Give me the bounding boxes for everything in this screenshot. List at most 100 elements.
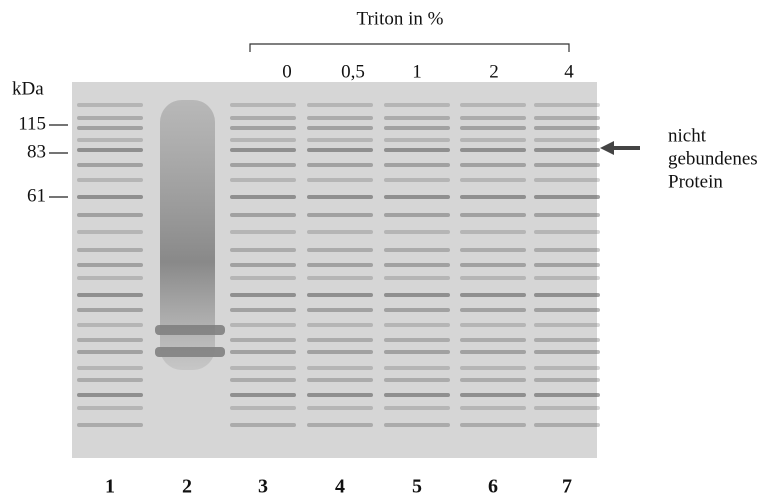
band <box>460 126 526 130</box>
band <box>230 323 296 327</box>
band <box>534 178 600 182</box>
band <box>384 406 450 410</box>
band <box>534 163 600 167</box>
band <box>534 103 600 107</box>
band <box>384 148 450 152</box>
band <box>307 276 373 280</box>
band <box>460 103 526 107</box>
band <box>230 195 296 199</box>
band <box>534 230 600 234</box>
band <box>230 126 296 130</box>
band <box>77 126 143 130</box>
band <box>307 423 373 427</box>
band <box>534 248 600 252</box>
band <box>460 378 526 382</box>
arrow-head <box>600 141 614 155</box>
band <box>77 178 143 182</box>
band <box>77 163 143 167</box>
band <box>230 116 296 120</box>
bracket <box>249 43 570 52</box>
markers: 115 83 61 <box>18 113 68 206</box>
band <box>534 323 600 327</box>
band <box>230 248 296 252</box>
band <box>77 293 143 297</box>
lane-number: 2 <box>182 476 192 498</box>
band <box>384 126 450 130</box>
band <box>307 195 373 199</box>
band <box>384 350 450 354</box>
band <box>77 195 143 199</box>
band <box>230 276 296 280</box>
lane-number: 3 <box>258 476 268 498</box>
band <box>230 350 296 354</box>
marker-label: 61 <box>27 185 46 206</box>
band <box>460 178 526 182</box>
concentration-label: 0 <box>282 61 292 82</box>
band <box>460 338 526 342</box>
band <box>77 276 143 280</box>
band <box>384 366 450 370</box>
band <box>384 338 450 342</box>
band <box>77 213 143 217</box>
band <box>460 195 526 199</box>
gel-bands <box>77 103 600 427</box>
band <box>384 378 450 382</box>
band <box>460 263 526 267</box>
marker-label: 83 <box>27 141 46 162</box>
band <box>384 293 450 297</box>
band <box>230 178 296 182</box>
band <box>460 293 526 297</box>
band <box>77 393 143 397</box>
band <box>384 248 450 252</box>
band <box>307 138 373 142</box>
lane-number: 7 <box>562 476 572 498</box>
band <box>460 366 526 370</box>
marker-unit: kDa <box>12 78 44 99</box>
band <box>230 148 296 152</box>
band <box>307 248 373 252</box>
band <box>230 308 296 312</box>
band <box>384 195 450 199</box>
marker-label: 115 <box>18 113 46 134</box>
band <box>230 163 296 167</box>
band <box>534 148 600 152</box>
gel-smear <box>160 100 215 370</box>
band <box>384 103 450 107</box>
lane-numbers: 1 2 3 4 5 6 7 <box>105 476 572 498</box>
band <box>384 138 450 142</box>
band <box>384 308 450 312</box>
band <box>307 378 373 382</box>
band <box>534 366 600 370</box>
concentration-label: 4 <box>564 61 574 82</box>
band <box>384 393 450 397</box>
band <box>77 366 143 370</box>
band <box>384 263 450 267</box>
band <box>384 423 450 427</box>
band <box>307 178 373 182</box>
band <box>77 148 143 152</box>
band <box>460 276 526 280</box>
band <box>307 393 373 397</box>
band <box>230 293 296 297</box>
band <box>230 366 296 370</box>
band <box>460 406 526 410</box>
band <box>307 230 373 234</box>
band <box>534 138 600 142</box>
band <box>230 338 296 342</box>
band <box>307 148 373 152</box>
band <box>534 213 600 217</box>
band <box>307 308 373 312</box>
band <box>307 126 373 130</box>
band <box>460 148 526 152</box>
band <box>230 406 296 410</box>
band <box>534 308 600 312</box>
band <box>77 248 143 252</box>
band <box>77 138 143 142</box>
band <box>230 378 296 382</box>
band <box>384 163 450 167</box>
band <box>460 350 526 354</box>
band <box>534 338 600 342</box>
band <box>534 406 600 410</box>
